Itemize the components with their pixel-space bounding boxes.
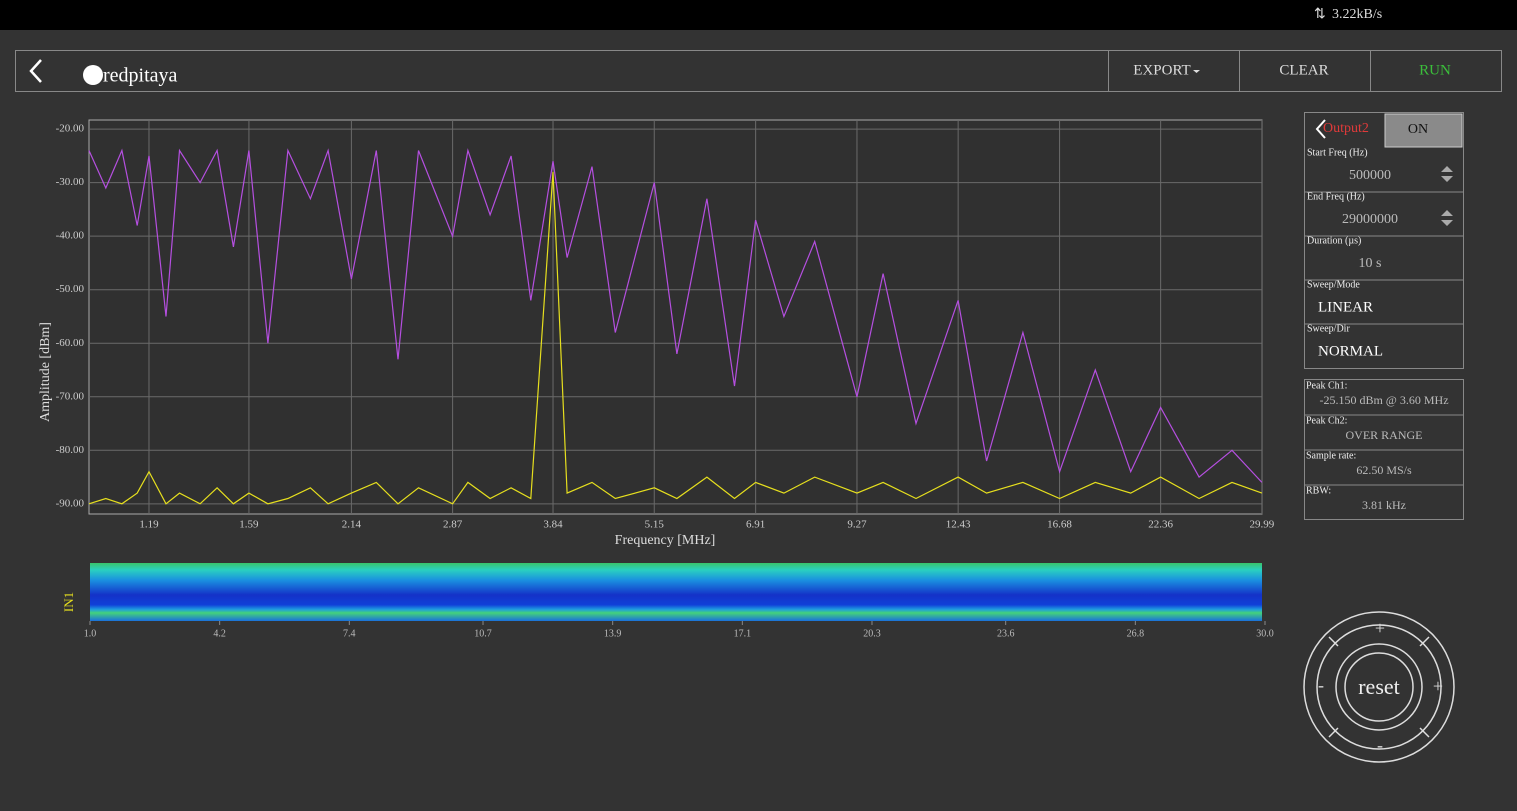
field-value: 500000 — [1349, 168, 1391, 183]
stat-value: -25.150 dBm @ 3.60 MHz — [1319, 393, 1448, 407]
x-tick-label: 1.19 — [139, 519, 159, 531]
back-button[interactable] — [29, 59, 42, 83]
field-value: NORMAL — [1318, 343, 1383, 359]
waterfall-tick-label: 4.2 — [213, 628, 226, 639]
x-tick-label: 6.91 — [746, 519, 765, 531]
y-tick-label: -80.00 — [56, 444, 85, 456]
trace — [88, 148, 1263, 483]
waterfall-tick-label: 23.6 — [997, 628, 1015, 639]
y-tick-label: -60.00 — [56, 337, 85, 349]
waterfall-tick-label: 7.4 — [343, 628, 356, 639]
waterfall-tick-label: 1.0 — [84, 628, 97, 639]
stat-label: Peak Ch2: — [1306, 415, 1347, 426]
waterfall-tick-label: 20.3 — [863, 628, 881, 639]
field-label: Start Freq (Hz) — [1307, 147, 1368, 158]
waterfall-tick-label: 30.0 — [1256, 628, 1274, 639]
logo-icon — [83, 65, 103, 85]
logo: redpitaya — [103, 65, 178, 87]
clear-button[interactable]: CLEAR — [1279, 62, 1328, 78]
stat-label: Sample rate: — [1306, 450, 1356, 461]
status-bar — [0, 0, 1517, 30]
output-select[interactable]: Output2 — [1323, 121, 1369, 136]
y-tick-label: -30.00 — [56, 176, 85, 188]
reset-label[interactable]: reset — [1358, 674, 1400, 699]
x-tick-label: 22.36 — [1148, 519, 1173, 531]
stat-value: 62.50 MS/s — [1356, 463, 1412, 477]
joystick-ring — [1316, 624, 1442, 750]
right-button[interactable]: + — [1433, 676, 1443, 696]
waterfall-tick-label: 17.1 — [734, 628, 752, 639]
on-label: ON — [1408, 122, 1428, 137]
x-tick-label: 1.59 — [239, 519, 259, 531]
x-tick-label: 3.84 — [543, 519, 563, 531]
stat-value: OVER RANGE — [1346, 428, 1423, 442]
waterfall-tick-label: 26.8 — [1127, 628, 1145, 639]
waterfall-channel: IN1 — [61, 592, 76, 612]
reset-button[interactable] — [1344, 652, 1414, 722]
y-axis-label: Amplitude [dBm] — [38, 322, 53, 422]
left-button[interactable]: - — [1318, 675, 1324, 695]
x-tick-label: 16.68 — [1047, 519, 1072, 531]
waterfall-tick-label: 13.9 — [604, 628, 622, 639]
spinner[interactable] — [1441, 166, 1453, 182]
field-value: 10 s — [1359, 256, 1382, 271]
field-value: LINEAR — [1318, 299, 1373, 315]
trace — [88, 171, 1263, 505]
on-button[interactable] — [1384, 113, 1463, 148]
y-tick-label: -50.00 — [56, 283, 85, 295]
y-tick-label: -70.00 — [56, 390, 85, 402]
network-icon: ⇅ — [1314, 7, 1326, 22]
joystick-outer — [1303, 611, 1455, 763]
x-tick-label: 5.15 — [645, 519, 665, 531]
field-label: Sweep/Mode — [1307, 279, 1360, 290]
waterfall-tick-label: 10.7 — [474, 628, 492, 639]
run-button[interactable]: RUN — [1419, 62, 1451, 78]
stat-label: Peak Ch1: — [1306, 380, 1347, 391]
spinner[interactable] — [1441, 210, 1453, 226]
y-tick-label: -90.00 — [56, 497, 85, 509]
y-tick-label: -20.00 — [56, 123, 85, 135]
field-label: Duration (µs) — [1307, 235, 1361, 246]
joystick — [1303, 611, 1455, 763]
dropdown-caret — [1193, 70, 1200, 73]
panel-back[interactable] — [1315, 119, 1326, 139]
up-button[interactable]: + — [1375, 618, 1385, 638]
field-value: 29000000 — [1342, 212, 1398, 227]
field-label: Sweep/Dir — [1307, 323, 1350, 334]
x-tick-label: 9.27 — [847, 519, 867, 531]
waterfall — [90, 563, 1262, 621]
down-button[interactable]: - — [1377, 735, 1383, 755]
stat-label: RBW: — [1306, 485, 1331, 496]
nav-bar — [15, 50, 1502, 92]
settings-panel — [1304, 112, 1464, 369]
x-tick-label: 2.14 — [342, 519, 362, 531]
x-tick-label: 29.99 — [1250, 519, 1275, 531]
stats-panel — [1304, 379, 1464, 520]
stat-value: 3.81 kHz — [1362, 498, 1406, 512]
x-tick-label: 2.87 — [443, 519, 463, 531]
reset-outer — [1335, 643, 1423, 731]
x-axis-label: Frequency [MHz] — [615, 533, 716, 548]
export-button[interactable]: EXPORT — [1133, 62, 1190, 78]
x-tick-label: 12.43 — [946, 519, 971, 531]
y-tick-label: -40.00 — [56, 230, 85, 242]
field-label: End Freq (Hz) — [1307, 191, 1365, 202]
network-speed: 3.22kB/s — [1332, 7, 1382, 22]
